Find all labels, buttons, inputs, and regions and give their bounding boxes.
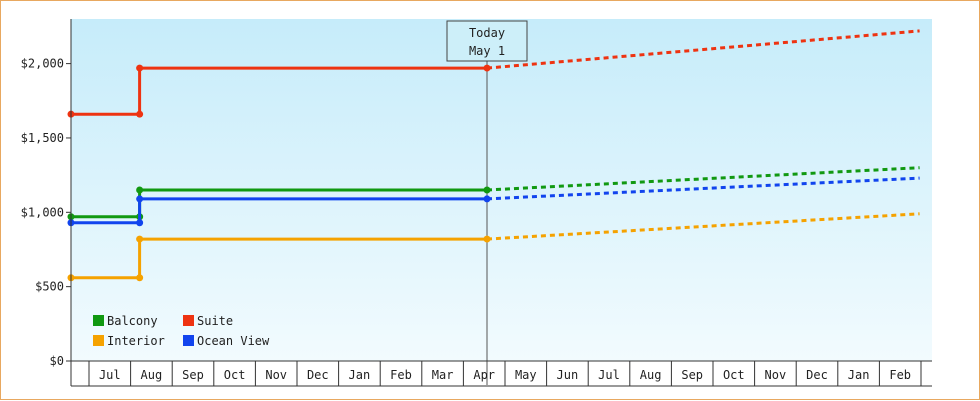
- series-0-point-3: [483, 186, 491, 194]
- x-tick-label-13: Aug: [640, 368, 662, 382]
- series-line-1: [71, 66, 487, 116]
- series-line-2: [71, 237, 487, 280]
- legend-swatch-3: [183, 335, 194, 346]
- x-tick-label-4: Nov: [265, 368, 287, 382]
- series-forecast-0: [486, 166, 920, 192]
- x-tick-label-7: Feb: [390, 368, 412, 382]
- legend-label-0: Balcony: [107, 314, 158, 328]
- x-tick-label-2: Sep: [182, 368, 204, 382]
- legend-label-2: Interior: [107, 334, 165, 348]
- x-tick-label-0: Jul: [99, 368, 121, 382]
- series-3-point-1: [136, 219, 144, 227]
- series-3-point-2: [136, 195, 144, 203]
- y-tick-label-1: $500: [35, 280, 64, 294]
- x-tick-label-12: Jul: [598, 368, 620, 382]
- today-label: Today: [469, 26, 505, 40]
- x-tick-label-8: Mar: [432, 368, 454, 382]
- today-box: [446, 20, 528, 62]
- y-tick-label-4: $2,000: [21, 57, 64, 71]
- series-line-3: [71, 197, 487, 225]
- series-forecast-2: [486, 212, 920, 241]
- x-tick-label-19: Feb: [889, 368, 911, 382]
- x-tick-label-5: Dec: [307, 368, 329, 382]
- today-date: May 1: [469, 44, 505, 58]
- series-1-point-3: [483, 64, 491, 72]
- legend-label-1: Suite: [197, 314, 233, 328]
- legend-label-3: Ocean View: [197, 334, 270, 348]
- y-tick-label-2: $1,000: [21, 205, 64, 219]
- x-tick-label-16: Nov: [765, 368, 787, 382]
- series-forecast-1: [486, 29, 920, 70]
- series-3-point-3: [483, 195, 491, 203]
- x-tick-label-11: Jun: [557, 368, 579, 382]
- legend-swatch-2: [93, 335, 104, 346]
- series-0-point-2: [136, 186, 144, 194]
- x-tick-label-1: Aug: [141, 368, 163, 382]
- x-tick-label-6: Jan: [349, 368, 371, 382]
- y-tick-label-3: $1,500: [21, 131, 64, 145]
- series-1-point-2: [136, 64, 144, 72]
- series-1-point-1: [136, 110, 144, 118]
- series-2-point-1: [136, 274, 144, 282]
- legend-swatch-1: [183, 315, 194, 326]
- x-tick-label-14: Sep: [681, 368, 703, 382]
- legend-swatch-0: [93, 315, 104, 326]
- x-tick-label-18: Jan: [848, 368, 870, 382]
- x-tick-label-17: Dec: [806, 368, 828, 382]
- series-forecast-3: [486, 176, 920, 201]
- x-tick-label-9: Apr: [473, 368, 495, 382]
- x-tick-label-15: Oct: [723, 368, 745, 382]
- series-2-point-3: [483, 235, 491, 243]
- series-2-point-2: [136, 235, 144, 243]
- x-tick-label-3: Oct: [224, 368, 246, 382]
- x-tick-label-10: May: [515, 368, 537, 382]
- y-tick-label-0: $0: [50, 354, 64, 368]
